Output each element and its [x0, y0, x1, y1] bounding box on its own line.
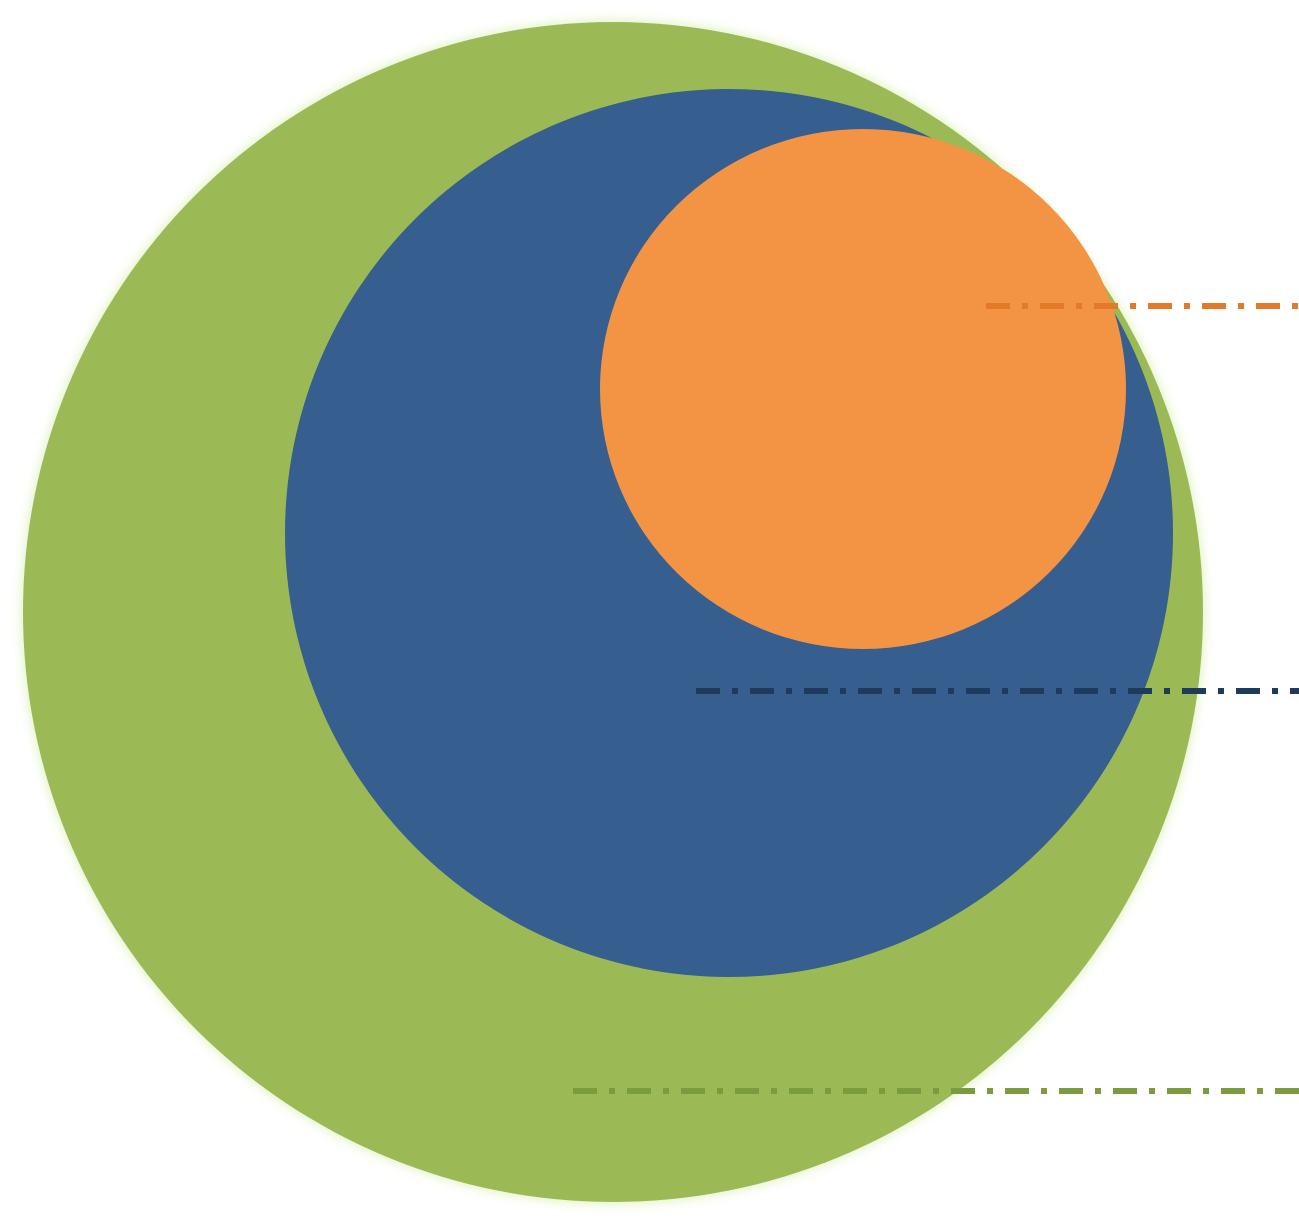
- inner-circle: [600, 129, 1126, 649]
